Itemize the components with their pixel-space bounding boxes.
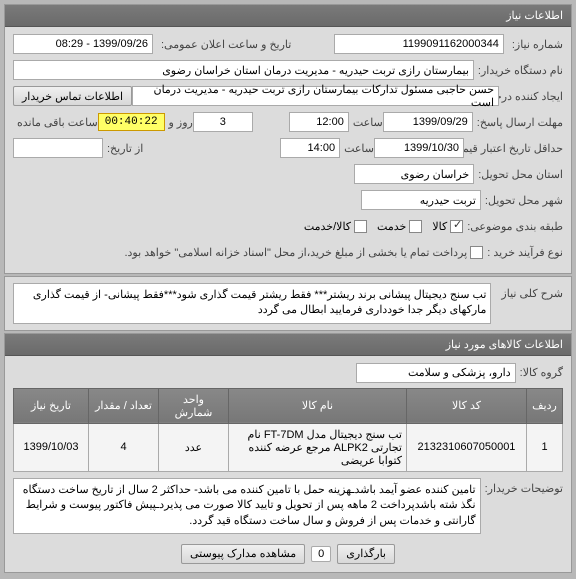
delivery-city-field: تربت حیدریه bbox=[361, 190, 481, 210]
goods-info-panel: اطلاعات کالاهای مورد نیاز گروه کالا: دار… bbox=[4, 333, 572, 573]
goods-group-field: دارو، پزشکی و سلامت bbox=[356, 363, 516, 383]
remain-label: ساعت باقی مانده bbox=[17, 116, 98, 129]
purchase-note-checkbox[interactable]: پرداخت تمام یا بخشی از مبلغ خرید،از محل … bbox=[124, 246, 483, 259]
need-info-header: اطلاعات نیاز bbox=[5, 5, 571, 27]
deadline-label: مهلت ارسال پاسخ: bbox=[477, 116, 563, 129]
need-info-panel: اطلاعات نیاز شماره نیاز: 119909116200034… bbox=[4, 4, 572, 274]
days-count-field: 3 bbox=[193, 112, 253, 132]
validity-label: حداقل تاریخ اعتبار قیمت: bbox=[468, 142, 563, 155]
download-button[interactable]: بارگذاری bbox=[337, 544, 395, 564]
buyer-notes-label: توضیحات خریدار: bbox=[485, 478, 563, 495]
requester-field: حسن حاجبی مسئول تدارکات بیمارستان رازی ت… bbox=[132, 86, 499, 106]
cat-goods-label: کالا bbox=[432, 220, 447, 233]
cat-service-checkbox[interactable]: خدمت bbox=[377, 220, 422, 233]
deadline-time-field: 12:00 bbox=[289, 112, 349, 132]
cat-goods-checkbox[interactable]: کالا bbox=[432, 220, 463, 233]
delivery-city-label: شهر محل تحویل: bbox=[485, 194, 563, 207]
th-date: تاریخ نیاز bbox=[14, 388, 89, 423]
delivery-province-field: خراسان رضوی bbox=[354, 164, 474, 184]
contact-buyer-button[interactable]: اطلاعات تماس خریدار bbox=[13, 86, 132, 106]
purchase-note-text: پرداخت تمام یا بخشی از مبلغ خرید،از محل … bbox=[124, 246, 467, 259]
need-info-body: شماره نیاز: 1199091162000344 تاریخ و ساع… bbox=[5, 27, 571, 273]
need-number-field: 1199091162000344 bbox=[334, 34, 504, 54]
validity-time-field: 14:00 bbox=[280, 138, 340, 158]
table-header-row: ردیف کد کالا نام کالا واحد شمارش تعداد /… bbox=[14, 388, 563, 423]
need-desc-text: تب سنج دیجیتال پیشانی برند ریشتر*** فقط … bbox=[13, 283, 491, 324]
announce-field: 1399/09/26 - 08:29 bbox=[13, 34, 153, 54]
th-qty: تعداد / مقدار bbox=[89, 388, 159, 423]
announce-label: تاریخ و ساعت اعلان عمومی: bbox=[161, 38, 291, 51]
requester-label: ایجاد کننده درخواست: bbox=[503, 90, 563, 103]
table-row: 1 2132310607050001 تب سنج دیجیتال مدل FT… bbox=[14, 423, 563, 471]
checkbox-icon bbox=[470, 246, 483, 259]
delivery-to-label: از تاریخ: bbox=[107, 142, 143, 155]
view-attachments-button[interactable]: مشاهده مدارک پیوستی bbox=[181, 544, 305, 564]
days-and-label: روز و bbox=[169, 116, 193, 129]
cell-unit: عدد bbox=[159, 423, 229, 471]
delivery-to-field bbox=[13, 138, 103, 158]
category-label: طبقه بندی موضوعی: bbox=[467, 220, 563, 233]
cat-service-label: خدمت bbox=[377, 220, 406, 233]
validity-date-field: 1399/10/30 bbox=[374, 138, 464, 158]
need-desc-label: شرح کلی نیاز bbox=[501, 283, 563, 300]
cell-qty: 4 bbox=[89, 423, 159, 471]
cell-code: 2132310607050001 bbox=[407, 423, 527, 471]
cell-idx: 1 bbox=[527, 423, 563, 471]
checkbox-icon bbox=[450, 220, 463, 233]
need-desc-panel: شرح کلی نیاز تب سنج دیجیتال پیشانی برند … bbox=[4, 276, 572, 331]
goods-info-body: گروه کالا: دارو، پزشکی و سلامت ردیف کد ک… bbox=[5, 356, 571, 572]
delivery-province-label: استان محل تحویل: bbox=[478, 168, 563, 181]
countdown-timer: 00:40:22 bbox=[98, 113, 165, 131]
th-code: کد کالا bbox=[407, 388, 527, 423]
th-name: نام کالا bbox=[229, 388, 407, 423]
cell-name: تب سنج دیجیتال مدل FT-7DM نام تجارتی ALP… bbox=[229, 423, 407, 471]
th-unit: واحد شمارش bbox=[159, 388, 229, 423]
deadline-time-label: ساعت bbox=[353, 116, 383, 129]
goods-table: ردیف کد کالا نام کالا واحد شمارش تعداد /… bbox=[13, 388, 563, 472]
buyer-notes-text: تامین کننده عضو آیمد باشدـهزینه حمل با ت… bbox=[13, 478, 481, 534]
need-number-label: شماره نیاز: bbox=[512, 38, 563, 51]
purchase-type-label: نوع فرآیند خرید : bbox=[487, 246, 563, 259]
buyer-org-label: نام دستگاه خریدار: bbox=[478, 64, 563, 77]
cat-goods-service-checkbox[interactable]: کالا/خدمت bbox=[304, 220, 367, 233]
checkbox-icon bbox=[409, 220, 422, 233]
checkbox-icon bbox=[354, 220, 367, 233]
cell-date: 1399/10/03 bbox=[14, 423, 89, 471]
goods-group-label: گروه کالا: bbox=[520, 366, 563, 379]
deadline-date-field: 1399/09/29 bbox=[383, 112, 473, 132]
attach-count-badge: 0 bbox=[311, 546, 331, 562]
goods-info-header: اطلاعات کالاهای مورد نیاز bbox=[5, 334, 571, 356]
buyer-org-field: بیمارستان رازی تربت حیدریه - مدیریت درما… bbox=[13, 60, 474, 80]
cat-goods-service-label: کالا/خدمت bbox=[304, 220, 351, 233]
th-row: ردیف bbox=[527, 388, 563, 423]
validity-time-label: ساعت bbox=[344, 142, 374, 155]
